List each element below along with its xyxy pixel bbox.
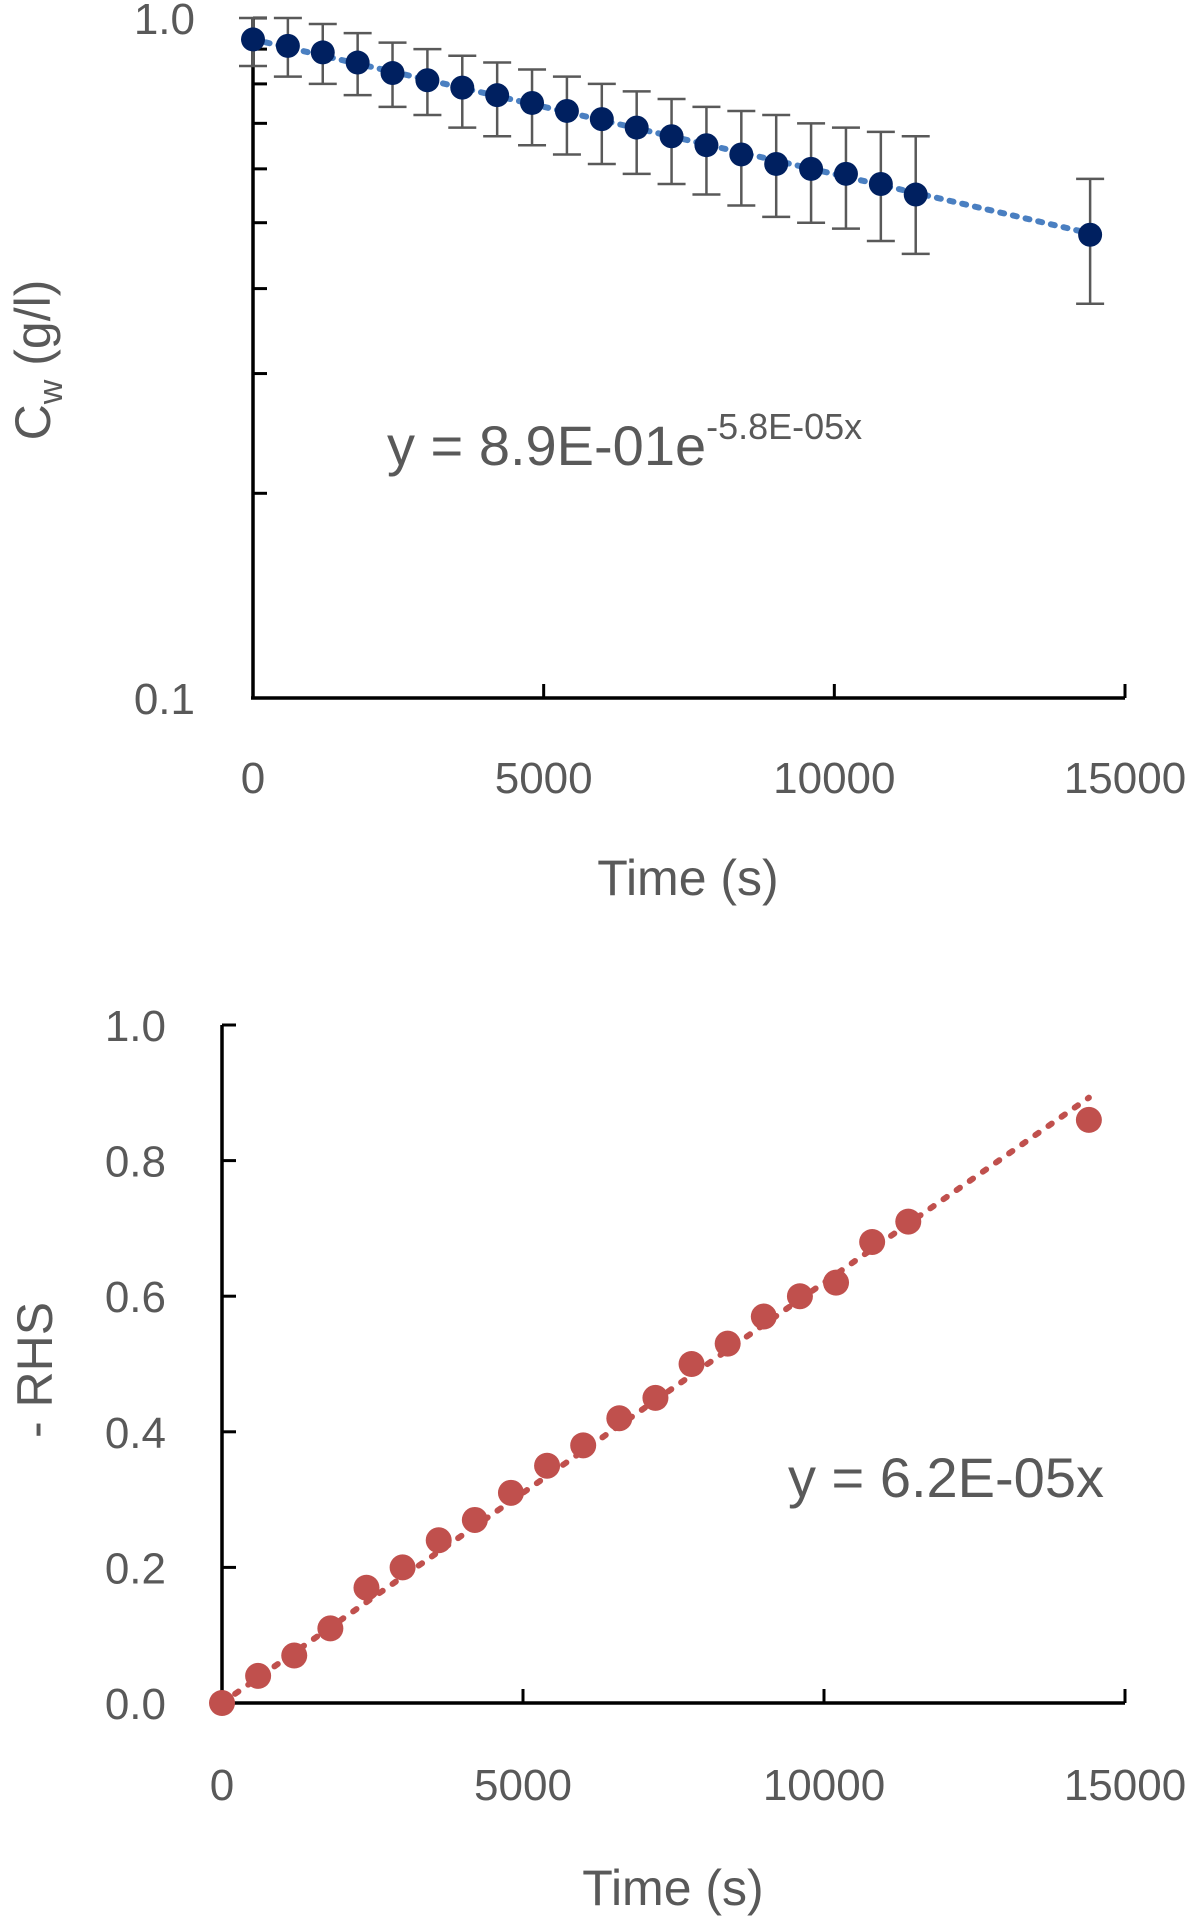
bottom-data-point bbox=[823, 1269, 850, 1296]
bottom-y-tick-label: 0.0 bbox=[105, 1680, 166, 1729]
bottom-y-tick-label: 0.6 bbox=[105, 1273, 166, 1322]
bottom-data-point bbox=[497, 1479, 524, 1506]
top-data-point bbox=[485, 83, 510, 108]
top-points-layer bbox=[241, 27, 1103, 247]
bottom-data-point bbox=[245, 1662, 272, 1689]
top-data-point bbox=[764, 151, 789, 176]
bottom-data-point bbox=[786, 1283, 813, 1310]
top-data-point bbox=[310, 40, 335, 65]
bottom-data-point bbox=[642, 1384, 669, 1411]
bottom-data-point bbox=[1075, 1106, 1102, 1133]
bottom-chart: 0.0 0.2 0.4 0.6 0.8 1.0 0 5000 10000 15000 y = 6.… bbox=[7, 1002, 1186, 1916]
top-data-point bbox=[659, 124, 684, 149]
bottom-y-tick-label: 0.2 bbox=[105, 1544, 166, 1593]
bottom-x-axis-title: Time (s) bbox=[582, 1860, 763, 1916]
bottom-y-tick-label: 0.8 bbox=[105, 1138, 166, 1187]
top-y-axis-title: Cw (g/l) bbox=[5, 280, 70, 441]
bottom-points-layer bbox=[209, 1106, 1102, 1716]
top-tick-labels: 0 5000 10000 15000 0.1 1.0 bbox=[134, 0, 1186, 803]
bottom-data-point bbox=[750, 1303, 777, 1330]
bottom-data-point bbox=[389, 1554, 416, 1581]
top-data-point bbox=[554, 98, 579, 123]
bottom-x-tick-label: 5000 bbox=[474, 1761, 572, 1810]
top-x-tick-label: 10000 bbox=[773, 754, 895, 803]
top-data-point bbox=[241, 27, 265, 52]
bottom-data-point bbox=[714, 1330, 741, 1357]
top-tick-marks bbox=[251, 16, 1127, 700]
top-x-tick-label: 5000 bbox=[495, 754, 593, 803]
bottom-data-point bbox=[895, 1208, 922, 1235]
top-data-point bbox=[833, 161, 858, 186]
bottom-data-point bbox=[461, 1506, 488, 1533]
bottom-data-point bbox=[317, 1615, 344, 1642]
top-data-point bbox=[694, 133, 719, 158]
top-trend-equation: y = 8.9E-01e-5.8E-05x bbox=[387, 406, 862, 477]
bottom-data-point bbox=[606, 1405, 633, 1432]
bottom-x-tick-label: 0 bbox=[210, 1761, 234, 1810]
bottom-trend-equation: y = 6.2E-05x bbox=[788, 1446, 1104, 1509]
top-data-point bbox=[729, 142, 754, 167]
bottom-data-point bbox=[678, 1351, 705, 1377]
top-data-point bbox=[624, 115, 649, 140]
bottom-data-point bbox=[353, 1574, 380, 1601]
bottom-x-tick-label: 10000 bbox=[763, 1761, 885, 1810]
top-data-point bbox=[868, 172, 893, 197]
bottom-x-tick-label: 15000 bbox=[1064, 1761, 1186, 1810]
top-data-point bbox=[275, 33, 300, 58]
top-data-point bbox=[450, 75, 475, 100]
bottom-tick-labels: 0.0 0.2 0.4 0.6 0.8 1.0 0 5000 10000 15000 bbox=[105, 1002, 1186, 1810]
top-data-point bbox=[799, 156, 824, 181]
bottom-data-point bbox=[425, 1527, 452, 1554]
top-x-tick-label: 0 bbox=[241, 754, 265, 803]
top-x-axis-title: Time (s) bbox=[597, 850, 778, 906]
bottom-tick-marks bbox=[220, 1023, 1127, 1705]
bottom-y-tick-label: 0.4 bbox=[105, 1409, 166, 1458]
bottom-data-point bbox=[859, 1228, 886, 1255]
top-data-point bbox=[345, 50, 370, 75]
bottom-data-point bbox=[281, 1642, 308, 1669]
top-y-tick-label: 1.0 bbox=[134, 0, 195, 44]
bottom-data-point bbox=[534, 1452, 561, 1479]
top-data-point bbox=[520, 90, 545, 115]
bottom-data-point bbox=[209, 1690, 235, 1716]
top-data-point bbox=[903, 182, 928, 207]
bottom-y-axis-title: - RHS bbox=[7, 1302, 63, 1438]
top-y-tick-label: 0.1 bbox=[134, 675, 195, 724]
top-data-point bbox=[589, 107, 614, 132]
top-data-point bbox=[415, 68, 440, 93]
top-data-point bbox=[1078, 222, 1103, 247]
bottom-y-tick-label: 1.0 bbox=[105, 1002, 166, 1051]
top-chart: 0 5000 10000 15000 0.1 1.0 y = 8.9E-01e-5.8E-… bbox=[5, 0, 1186, 906]
top-x-tick-label: 15000 bbox=[1064, 754, 1186, 803]
bottom-data-point bbox=[570, 1432, 597, 1459]
top-data-point bbox=[380, 61, 405, 86]
